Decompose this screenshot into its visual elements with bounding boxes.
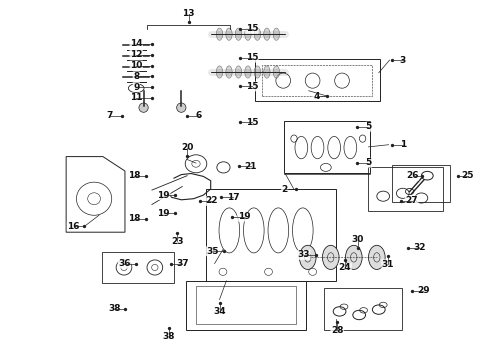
Text: 16: 16 bbox=[67, 222, 80, 231]
Text: 15: 15 bbox=[245, 82, 258, 91]
Ellipse shape bbox=[273, 66, 279, 78]
Text: 37: 37 bbox=[176, 259, 189, 268]
Ellipse shape bbox=[235, 66, 242, 78]
Ellipse shape bbox=[345, 246, 362, 269]
Ellipse shape bbox=[299, 246, 316, 269]
Text: 36: 36 bbox=[118, 259, 131, 268]
Text: 4: 4 bbox=[313, 92, 320, 101]
Text: 11: 11 bbox=[130, 94, 143, 103]
Text: 13: 13 bbox=[182, 9, 195, 18]
Text: 34: 34 bbox=[213, 307, 226, 315]
Text: 12: 12 bbox=[130, 50, 143, 59]
Text: 14: 14 bbox=[130, 40, 143, 49]
Ellipse shape bbox=[264, 66, 270, 78]
Ellipse shape bbox=[139, 103, 148, 112]
Ellipse shape bbox=[226, 66, 232, 78]
Text: 2: 2 bbox=[282, 185, 288, 194]
Text: 23: 23 bbox=[171, 237, 184, 246]
Text: 20: 20 bbox=[181, 143, 194, 152]
Text: 18: 18 bbox=[128, 215, 141, 223]
Ellipse shape bbox=[235, 28, 242, 40]
Text: 28: 28 bbox=[331, 325, 343, 335]
Text: 1: 1 bbox=[400, 140, 406, 149]
Text: 7: 7 bbox=[106, 112, 113, 120]
Bar bbox=[368, 167, 443, 211]
Text: 5: 5 bbox=[366, 122, 371, 131]
Text: 35: 35 bbox=[206, 247, 219, 256]
Text: 32: 32 bbox=[413, 243, 426, 252]
Text: 9: 9 bbox=[133, 83, 140, 92]
Ellipse shape bbox=[254, 28, 261, 40]
Text: 15: 15 bbox=[245, 118, 258, 127]
Text: 19: 19 bbox=[157, 191, 170, 199]
Text: 29: 29 bbox=[417, 287, 430, 295]
Ellipse shape bbox=[245, 66, 251, 78]
Text: 19: 19 bbox=[157, 209, 170, 217]
Bar bbox=[392, 165, 450, 202]
Text: 18: 18 bbox=[128, 171, 141, 180]
Text: 27: 27 bbox=[405, 196, 418, 205]
Text: 21: 21 bbox=[245, 162, 257, 171]
Text: 22: 22 bbox=[205, 197, 218, 205]
Text: 5: 5 bbox=[366, 158, 371, 167]
Text: 38: 38 bbox=[163, 332, 175, 341]
Text: 26: 26 bbox=[406, 171, 419, 180]
Ellipse shape bbox=[217, 28, 222, 40]
Text: 15: 15 bbox=[245, 53, 258, 62]
Text: 25: 25 bbox=[462, 171, 474, 180]
Ellipse shape bbox=[217, 66, 222, 78]
Text: 24: 24 bbox=[339, 264, 351, 273]
Text: 8: 8 bbox=[133, 72, 139, 81]
Text: 33: 33 bbox=[297, 251, 310, 259]
Text: 38: 38 bbox=[108, 305, 121, 313]
Text: 6: 6 bbox=[196, 112, 202, 120]
Bar bbox=[102, 252, 174, 283]
Text: 30: 30 bbox=[351, 235, 364, 244]
Text: 10: 10 bbox=[130, 61, 143, 70]
Text: 15: 15 bbox=[245, 24, 258, 33]
Ellipse shape bbox=[176, 103, 186, 112]
Text: 31: 31 bbox=[382, 260, 394, 269]
Text: 19: 19 bbox=[238, 212, 250, 221]
Bar bbox=[324, 288, 402, 330]
Ellipse shape bbox=[264, 28, 270, 40]
Ellipse shape bbox=[254, 66, 261, 78]
Ellipse shape bbox=[226, 28, 232, 40]
Ellipse shape bbox=[322, 246, 339, 269]
Text: 17: 17 bbox=[227, 193, 240, 202]
Ellipse shape bbox=[245, 28, 251, 40]
Text: 3: 3 bbox=[400, 56, 406, 65]
Ellipse shape bbox=[273, 28, 279, 40]
Ellipse shape bbox=[368, 246, 385, 269]
